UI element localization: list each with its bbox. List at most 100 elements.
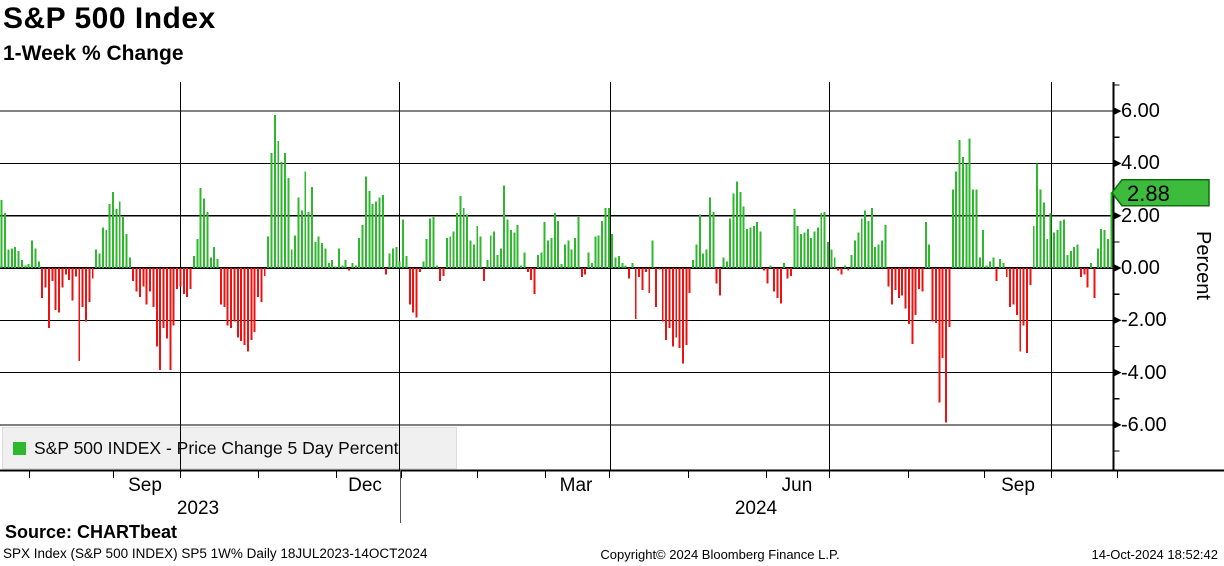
bar <box>725 261 728 268</box>
bar <box>118 201 121 268</box>
bar <box>830 249 833 268</box>
bar <box>904 268 907 309</box>
bar <box>294 235 297 268</box>
bar <box>165 268 168 339</box>
bar <box>1049 213 1052 268</box>
bar <box>1100 228 1103 268</box>
bar <box>213 247 216 268</box>
bar <box>806 228 809 268</box>
legend-swatch-icon <box>13 441 26 455</box>
bar <box>486 260 489 268</box>
bar <box>290 249 293 268</box>
bar <box>800 234 802 268</box>
bar <box>513 232 516 268</box>
bar <box>476 226 479 268</box>
bar <box>348 268 351 271</box>
bar <box>496 254 499 268</box>
bar <box>847 268 850 271</box>
bar <box>945 268 948 423</box>
bar <box>176 268 179 289</box>
bar <box>675 268 678 338</box>
page-subtitle: 1-Week % Change <box>3 42 184 65</box>
bar <box>644 268 647 272</box>
bar <box>884 224 887 268</box>
bar <box>965 163 968 268</box>
bar <box>536 254 539 268</box>
bar <box>297 197 300 268</box>
bar <box>415 268 418 318</box>
bar <box>1096 248 1099 268</box>
bar <box>577 217 580 268</box>
timestamp: 14-Oct-2024 18:52:42 <box>1091 547 1218 562</box>
bar <box>138 268 141 297</box>
bar <box>887 268 890 287</box>
bar <box>385 268 388 275</box>
bar <box>810 237 813 268</box>
bar <box>432 217 435 268</box>
bar <box>628 268 630 279</box>
bar <box>425 239 428 269</box>
bar <box>961 156 964 268</box>
bar <box>388 253 391 268</box>
bar <box>705 249 708 268</box>
bar <box>489 235 492 268</box>
bar <box>337 248 340 268</box>
bar <box>820 213 823 268</box>
bar <box>735 181 738 268</box>
bar <box>574 237 577 268</box>
bar <box>516 224 519 268</box>
bar <box>196 239 199 269</box>
bar <box>17 251 20 268</box>
bar <box>273 115 276 269</box>
bar <box>391 248 394 268</box>
bar <box>1042 202 1045 269</box>
bar <box>550 237 553 268</box>
bar <box>223 268 226 308</box>
bar <box>0 200 3 268</box>
bar <box>334 266 337 268</box>
bar <box>240 268 243 342</box>
bar <box>503 185 506 268</box>
bar <box>54 268 57 310</box>
bar <box>456 213 458 268</box>
bar <box>442 268 445 276</box>
x-month-label: Sep <box>128 475 162 496</box>
bar <box>938 268 941 403</box>
bar <box>233 268 236 322</box>
bar <box>327 262 330 268</box>
bar <box>678 268 681 348</box>
bar <box>34 248 37 268</box>
bar <box>1090 262 1093 268</box>
bar <box>368 190 371 268</box>
bar <box>68 268 71 280</box>
x-month-label: Mar <box>559 475 593 496</box>
bar <box>472 244 475 269</box>
y-tick-label: -4.00 <box>1121 361 1167 384</box>
bar <box>584 268 587 275</box>
bar <box>816 227 819 268</box>
bar <box>712 211 715 268</box>
bar <box>1066 254 1069 268</box>
legend-series-label: S&P 500 INDEX - Price Change 5 Day Perce… <box>34 437 399 458</box>
bar <box>759 231 762 268</box>
bar <box>1069 251 1072 268</box>
bar <box>179 268 182 287</box>
bar <box>145 268 148 305</box>
bar <box>155 268 158 347</box>
bar <box>934 268 937 323</box>
bar <box>715 268 718 284</box>
bar <box>61 268 64 288</box>
bar <box>182 268 185 295</box>
bar <box>361 224 364 268</box>
bar <box>918 268 921 289</box>
bar <box>1005 268 1008 278</box>
bar <box>570 249 573 268</box>
bar <box>1073 247 1076 268</box>
bar <box>833 257 836 268</box>
bar <box>638 268 641 278</box>
bar <box>246 268 249 352</box>
bar <box>95 249 98 268</box>
bar <box>1012 268 1015 305</box>
bar <box>71 268 74 301</box>
